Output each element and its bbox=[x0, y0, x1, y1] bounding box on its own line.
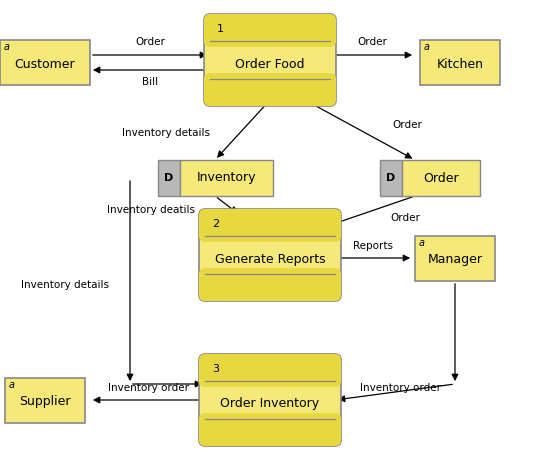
Bar bbox=[415, 235, 495, 280]
FancyBboxPatch shape bbox=[204, 14, 336, 47]
FancyBboxPatch shape bbox=[199, 413, 341, 446]
Text: Order: Order bbox=[135, 37, 165, 47]
Bar bbox=[157, 160, 179, 196]
Text: a: a bbox=[424, 43, 430, 53]
Text: 3: 3 bbox=[212, 364, 219, 374]
Text: Reports: Reports bbox=[353, 241, 393, 251]
Text: Inventory order: Inventory order bbox=[359, 383, 440, 393]
Text: Order Food: Order Food bbox=[235, 58, 305, 71]
Text: Order: Order bbox=[423, 171, 459, 185]
Bar bbox=[210, 30, 330, 41]
Text: Kitchen: Kitchen bbox=[437, 58, 483, 71]
Bar bbox=[179, 160, 272, 196]
FancyBboxPatch shape bbox=[199, 268, 341, 301]
Bar bbox=[402, 160, 480, 196]
Text: D: D bbox=[387, 173, 396, 183]
FancyBboxPatch shape bbox=[199, 354, 341, 446]
Text: a: a bbox=[4, 43, 10, 53]
Text: Customer: Customer bbox=[14, 58, 75, 71]
Text: a: a bbox=[9, 381, 15, 391]
Text: 1: 1 bbox=[217, 24, 224, 34]
Text: Bill: Bill bbox=[142, 77, 158, 87]
Text: Supplier: Supplier bbox=[19, 396, 71, 409]
Bar bbox=[205, 225, 335, 236]
FancyBboxPatch shape bbox=[199, 354, 341, 387]
Bar bbox=[205, 419, 335, 430]
Bar bbox=[0, 39, 90, 84]
Text: 2: 2 bbox=[212, 219, 219, 229]
Text: Inventory details: Inventory details bbox=[21, 280, 109, 290]
FancyBboxPatch shape bbox=[199, 209, 341, 301]
Text: Inventory details: Inventory details bbox=[122, 128, 210, 138]
Bar bbox=[205, 371, 335, 381]
FancyBboxPatch shape bbox=[204, 73, 336, 106]
Text: Inventory order: Inventory order bbox=[107, 383, 188, 393]
Bar bbox=[380, 160, 402, 196]
Text: Manager: Manager bbox=[427, 253, 483, 267]
Bar bbox=[5, 377, 85, 422]
Bar bbox=[205, 274, 335, 284]
Bar bbox=[210, 79, 330, 90]
Text: Inventory: Inventory bbox=[196, 171, 256, 185]
Text: Order: Order bbox=[392, 120, 422, 130]
FancyBboxPatch shape bbox=[204, 14, 336, 106]
Text: a: a bbox=[419, 239, 425, 249]
Text: Order: Order bbox=[357, 37, 387, 47]
Text: Generate Reports: Generate Reports bbox=[215, 252, 325, 266]
Text: D: D bbox=[164, 173, 173, 183]
Text: Order: Order bbox=[390, 213, 420, 223]
FancyBboxPatch shape bbox=[199, 209, 341, 242]
Text: Inventory deatils: Inventory deatils bbox=[107, 205, 195, 215]
Bar bbox=[420, 39, 500, 84]
Text: Order Inventory: Order Inventory bbox=[220, 398, 320, 410]
